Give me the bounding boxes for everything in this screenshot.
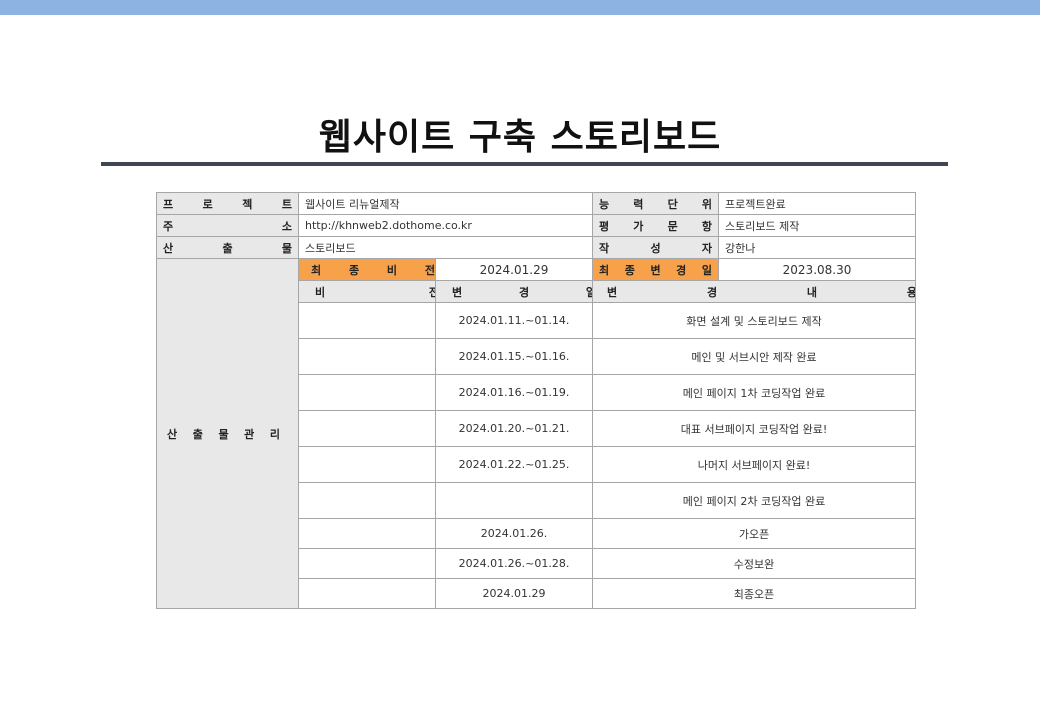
final-version-value: 2024.01.29	[434, 258, 594, 281]
eval-value: 스토리보드 제작	[718, 214, 917, 237]
top-accent-bar	[0, 0, 1040, 15]
table-row: 2024.01.26. 가오픈	[157, 518, 917, 549]
row-version	[298, 410, 436, 447]
col-version-header: 비전	[298, 280, 436, 303]
table-row: 2024.01.29 최종오픈	[157, 578, 917, 609]
row-version	[298, 302, 436, 339]
row-content: 화면 설계 및 스토리보드 제작	[592, 302, 917, 339]
row-content: 최종오픈	[592, 578, 917, 609]
address-value: http://khnweb2.dothome.co.kr	[297, 214, 594, 237]
row-date: 2024.01.22.~01.25.	[434, 446, 594, 483]
row-date: 2024.01.26.~01.28.	[434, 548, 594, 579]
row-content: 메인 및 서브시안 제작 완료	[592, 338, 917, 375]
row-version	[298, 374, 436, 411]
author-value: 강한나	[718, 236, 917, 259]
title-underline	[101, 162, 948, 166]
row-version	[298, 518, 436, 549]
unit-value: 프로젝트완료	[718, 192, 917, 215]
project-value: 웹사이트 리뉴얼제작	[297, 192, 594, 215]
row-content: 가오픈	[592, 518, 917, 549]
col-date-header: 변경일	[434, 280, 594, 303]
table-row: 2024.01.15.~01.16. 메인 및 서브시안 제작 완료	[157, 338, 917, 375]
row-content: 대표 서브페이지 코딩작업 완료!	[592, 410, 917, 447]
row-content: 메인 페이지 1차 코딩작업 완료	[592, 374, 917, 411]
row-version	[298, 482, 436, 519]
page-title: 웹사이트 구축 스토리보드	[318, 117, 722, 158]
row-date: 2024.01.11.~01.14.	[434, 302, 594, 339]
table-row: 2024.01.11.~01.14. 화면 설계 및 스토리보드 제작	[157, 302, 917, 339]
row-content: 수정보완	[592, 548, 917, 579]
table-row: 메인 페이지 2차 코딩작업 완료	[157, 482, 917, 519]
final-change-value: 2023.08.30	[718, 258, 917, 281]
row-version	[298, 338, 436, 375]
row-content: 나머지 서브페이지 완료!	[592, 446, 917, 483]
row-version	[298, 578, 436, 609]
col-content-header: 변경내용	[592, 280, 917, 303]
row-date: 2024.01.26.	[434, 518, 594, 549]
row-version	[298, 446, 436, 483]
row-date: 2024.01.20.~01.21.	[434, 410, 594, 447]
row-date: 2024.01.16.~01.19.	[434, 374, 594, 411]
table-row: 2024.01.20.~01.21. 대표 서브페이지 코딩작업 완료!	[157, 410, 917, 447]
row-date: 2024.01.29	[434, 578, 594, 609]
row-date	[434, 482, 594, 519]
row-version	[298, 548, 436, 579]
row-content: 메인 페이지 2차 코딩작업 완료	[592, 482, 917, 519]
output-value: 스토리보드	[297, 236, 594, 259]
row-date: 2024.01.15.~01.16.	[434, 338, 594, 375]
